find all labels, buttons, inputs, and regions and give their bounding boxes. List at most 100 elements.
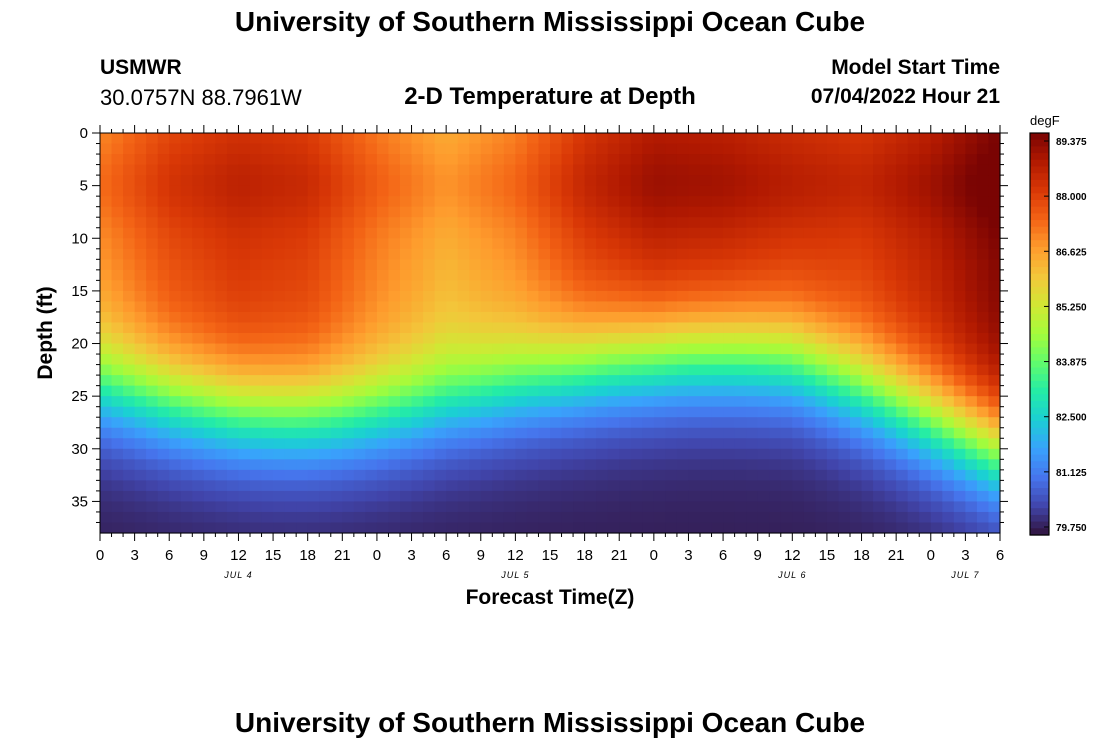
heatmap-cell — [919, 501, 932, 513]
heatmap-cell — [469, 354, 482, 366]
y-tick-label: 0 — [80, 125, 88, 142]
heatmap-cell — [400, 364, 413, 376]
heatmap-cell — [146, 385, 159, 397]
heatmap-cell — [319, 322, 332, 334]
heatmap-cell — [423, 469, 436, 481]
heatmap-cell — [480, 217, 493, 229]
heatmap-cell — [446, 417, 459, 429]
heatmap-cell — [630, 448, 643, 460]
heatmap-cell — [596, 427, 609, 439]
heatmap-cell — [111, 185, 124, 197]
heatmap-cell — [284, 469, 297, 481]
heatmap-cell — [215, 448, 228, 460]
heatmap-cell — [157, 385, 170, 397]
heatmap-cell — [896, 311, 909, 324]
heatmap-cell — [526, 175, 540, 187]
heatmap-cell — [215, 480, 228, 492]
heatmap-cell — [803, 164, 816, 176]
heatmap-cell — [157, 185, 170, 197]
heatmap-cell — [873, 469, 886, 481]
heatmap-cell — [457, 375, 470, 387]
heatmap-cell — [376, 290, 390, 303]
heatmap-cell — [907, 480, 920, 492]
heatmap-cell — [642, 238, 655, 250]
heatmap-cell — [134, 269, 147, 281]
heatmap-cell — [607, 522, 620, 534]
heatmap-cell — [400, 280, 413, 292]
heatmap-cell — [238, 427, 251, 439]
heatmap-cell — [538, 227, 551, 239]
heatmap-cell — [757, 354, 770, 366]
heatmap-cell — [850, 164, 863, 176]
heatmap-cell — [734, 280, 747, 292]
heatmap-cell — [607, 438, 620, 450]
heatmap-cell — [873, 227, 886, 239]
heatmap-cell — [573, 143, 586, 155]
heatmap-cell — [134, 143, 147, 155]
heatmap-cell — [988, 290, 1001, 303]
heatmap-cell — [480, 333, 493, 345]
heatmap-cell — [584, 364, 597, 376]
heatmap-cell — [723, 185, 736, 197]
heatmap-cell — [411, 333, 424, 345]
heatmap-cell — [688, 480, 701, 492]
heatmap-cell — [526, 290, 540, 303]
heatmap-cell — [619, 417, 632, 429]
heatmap-cell — [584, 248, 597, 260]
heatmap-cell — [780, 154, 793, 166]
heatmap-cell — [665, 185, 678, 197]
heatmap-cell — [919, 227, 932, 239]
heatmap-cell — [146, 280, 159, 292]
heatmap-cell — [619, 133, 632, 145]
colorbar-segment — [1030, 139, 1049, 147]
heatmap-cell — [503, 175, 516, 187]
heatmap-cell — [273, 206, 286, 218]
heatmap-cell — [273, 280, 286, 292]
heatmap-cell — [734, 448, 747, 460]
heatmap-cell — [261, 343, 274, 355]
heatmap-cell — [457, 333, 470, 345]
heatmap-cell — [226, 196, 240, 208]
heatmap-cell — [492, 490, 505, 503]
heatmap-cell — [838, 354, 851, 366]
heatmap-cell — [169, 364, 182, 376]
heatmap-cell — [803, 333, 816, 345]
heatmap-cell — [469, 448, 482, 460]
heatmap-cell — [734, 217, 747, 229]
heatmap-cell — [111, 133, 124, 145]
heatmap-cell — [688, 196, 701, 208]
heatmap-cell — [838, 238, 851, 250]
heatmap-cell — [607, 164, 620, 176]
heatmap-cell — [146, 343, 159, 355]
heatmap-cell — [261, 417, 274, 429]
heatmap-cell — [711, 301, 724, 313]
heatmap-cell — [780, 343, 793, 355]
heatmap-cell — [446, 206, 459, 218]
heatmap-cell — [873, 290, 886, 303]
heatmap-cell — [100, 490, 113, 503]
heatmap-cell — [988, 448, 1001, 460]
heatmap-cell — [953, 143, 966, 155]
heatmap-cell — [411, 133, 424, 145]
heatmap-cell — [757, 385, 770, 397]
heatmap-cell — [111, 490, 124, 503]
heatmap-cell — [884, 133, 897, 145]
heatmap-cell — [792, 311, 805, 324]
heatmap-cell — [215, 469, 228, 481]
heatmap-cell — [642, 385, 655, 397]
heatmap-cell — [526, 438, 540, 450]
heatmap-cell — [584, 406, 597, 418]
heatmap-cell — [930, 385, 943, 397]
heatmap-cell — [676, 143, 690, 155]
heatmap-cell — [550, 427, 563, 439]
heatmap-cell — [953, 343, 966, 355]
heatmap-cell — [365, 364, 378, 376]
heatmap-cell — [446, 459, 459, 471]
heatmap-cell — [919, 164, 932, 176]
heatmap-cell — [100, 354, 113, 366]
heatmap-cell — [388, 196, 401, 208]
heatmap-cell — [619, 301, 632, 313]
heatmap-cell — [919, 522, 932, 534]
heatmap-cell — [469, 396, 482, 408]
heatmap-cell — [550, 248, 563, 260]
